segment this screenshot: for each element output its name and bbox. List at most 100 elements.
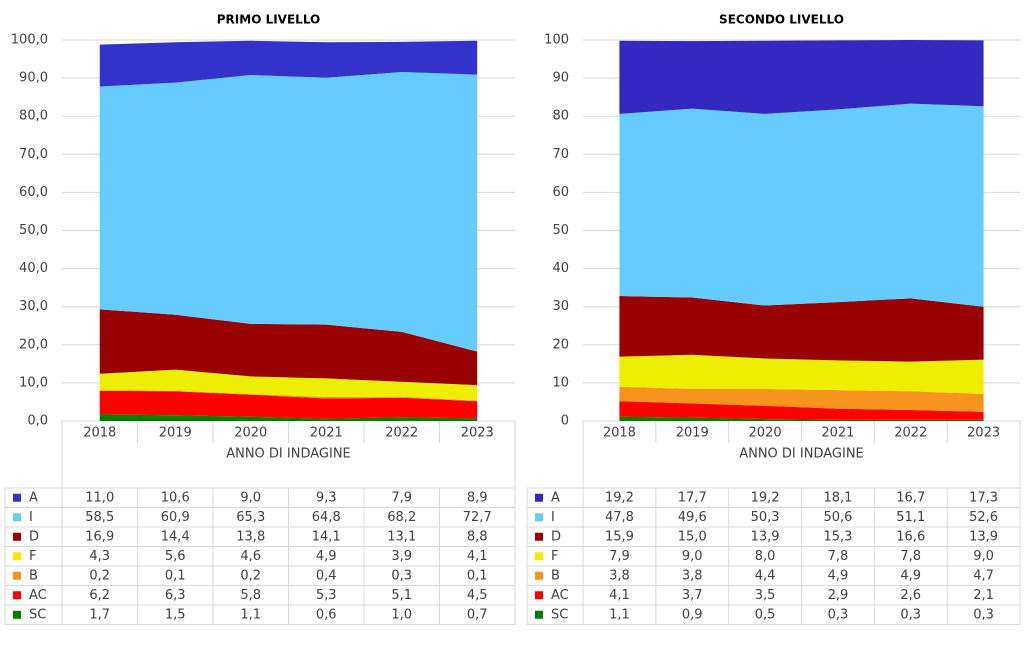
- area: [99, 390, 478, 419]
- data-label: 4,9: [828, 568, 849, 583]
- x-tick-label: 2020: [749, 426, 782, 441]
- data-label: 4,6: [240, 549, 261, 564]
- x-tick-label: 2021: [310, 426, 343, 441]
- data-label: 4,4: [755, 568, 776, 583]
- data-label: 7,8: [828, 549, 849, 564]
- data-label: 4,1: [467, 549, 488, 564]
- data-label: 6,3: [165, 588, 186, 603]
- area: [619, 354, 984, 394]
- chart-title: SECONDO LIVELLO: [719, 13, 844, 27]
- data-label: 3,8: [609, 568, 630, 583]
- data-label: 15,0: [678, 529, 707, 544]
- legend-label: I: [551, 510, 555, 525]
- area: [619, 296, 984, 362]
- y-tick-label: 70: [552, 147, 569, 162]
- data-label: 19,2: [605, 490, 634, 505]
- data-label: 4,5: [467, 588, 488, 603]
- data-label: 72,7: [463, 510, 492, 525]
- data-label: 1,5: [165, 607, 186, 622]
- data-label: 0,3: [391, 568, 412, 583]
- data-label: 9,0: [240, 490, 261, 505]
- data-label: 5,6: [165, 549, 186, 564]
- area: [619, 40, 984, 114]
- data-label: 5,1: [391, 588, 412, 603]
- data-label: 2,6: [900, 588, 921, 603]
- data-label: 4,7: [973, 568, 994, 583]
- data-label: 2,9: [828, 588, 849, 603]
- data-label: 0,7: [467, 607, 488, 622]
- legend-label: A: [551, 490, 560, 505]
- x-axis-title: ANNO DI INDAGINE: [226, 447, 351, 462]
- data-label: 65,3: [236, 510, 265, 525]
- legend-swatch: [535, 591, 543, 600]
- y-tick-label: 0: [561, 414, 569, 429]
- legend-label: A: [29, 490, 38, 505]
- data-label: 47,8: [605, 510, 634, 525]
- data-label: 0,3: [900, 607, 921, 622]
- legend-label: AC: [29, 588, 47, 603]
- data-label: 16,9: [85, 529, 114, 544]
- y-tick-label: 0,0: [27, 414, 48, 429]
- data-label: 60,9: [161, 510, 190, 525]
- y-tick-label: 20: [552, 337, 569, 352]
- x-tick-label: 2023: [967, 426, 1000, 441]
- data-label: 1,1: [609, 607, 630, 622]
- legend-label: D: [29, 529, 39, 544]
- data-label: 51,1: [896, 510, 925, 525]
- y-tick-label: 60,0: [19, 185, 48, 200]
- legend-swatch: [535, 513, 543, 522]
- x-tick-label: 2018: [603, 426, 636, 441]
- area: [619, 103, 984, 307]
- legend-swatch: [535, 532, 543, 541]
- y-tick-label: 60: [552, 185, 569, 200]
- legend-swatch: [535, 493, 543, 502]
- legend-label: F: [551, 549, 558, 564]
- data-label: 68,2: [387, 510, 416, 525]
- legend-swatch: [13, 493, 21, 502]
- data-label: 17,3: [969, 490, 998, 505]
- legend-label: SC: [551, 607, 568, 622]
- y-tick-label: 50: [552, 223, 569, 238]
- data-label: 1,7: [89, 607, 110, 622]
- data-label: 4,3: [89, 549, 110, 564]
- y-tick-label: 50,0: [19, 223, 48, 238]
- data-label: 58,5: [85, 510, 114, 525]
- y-tick-label: 70,0: [19, 147, 48, 162]
- legend-label: I: [29, 510, 33, 525]
- data-label: 9,0: [682, 549, 703, 564]
- legend-swatch: [13, 591, 21, 600]
- y-tick-label: 80: [552, 109, 569, 124]
- area: [99, 414, 478, 421]
- data-label: 11,0: [85, 490, 114, 505]
- legend-swatch: [13, 552, 21, 561]
- legend-label: B: [551, 568, 560, 583]
- y-tick-label: 80,0: [19, 109, 48, 124]
- data-label: 15,3: [823, 529, 852, 544]
- data-label: 0,1: [467, 568, 488, 583]
- legend-swatch: [535, 552, 543, 561]
- data-label: 3,5: [755, 588, 776, 603]
- area: [99, 369, 478, 401]
- data-label: 8,8: [467, 529, 488, 544]
- data-label: 50,3: [751, 510, 780, 525]
- data-label: 19,2: [751, 490, 780, 505]
- data-label: 1,1: [240, 607, 261, 622]
- legend-label: B: [29, 568, 38, 583]
- y-tick-label: 10: [552, 375, 569, 390]
- legend-swatch: [535, 610, 543, 619]
- data-label: 5,3: [316, 588, 337, 603]
- legend-swatch: [13, 610, 21, 619]
- data-label: 16,7: [896, 490, 925, 505]
- area: [619, 416, 984, 421]
- data-label: 0,2: [240, 568, 261, 583]
- data-label: 17,7: [678, 490, 707, 505]
- x-tick-label: 2019: [159, 426, 192, 441]
- data-label: 16,6: [896, 529, 925, 544]
- x-tick-label: 2019: [676, 426, 709, 441]
- legend-label: AC: [551, 588, 569, 603]
- legend-label: F: [29, 549, 36, 564]
- chart-title: PRIMO LIVELLO: [217, 13, 320, 27]
- x-tick-label: 2022: [894, 426, 927, 441]
- data-label: 0,3: [973, 607, 994, 622]
